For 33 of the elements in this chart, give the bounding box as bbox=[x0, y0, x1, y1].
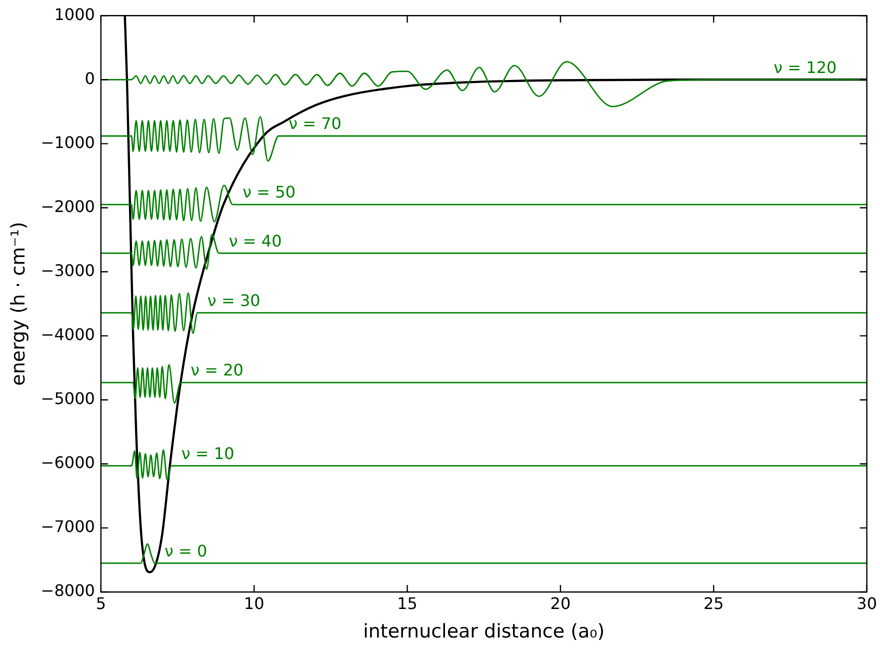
line-series bbox=[100, 116, 867, 162]
x-tick-label: 30 bbox=[856, 594, 877, 613]
x-tick-label: 10 bbox=[244, 594, 264, 613]
y-tick-label: −6000 bbox=[40, 453, 95, 472]
line-series bbox=[100, 449, 867, 481]
y-tick-label: −8000 bbox=[40, 581, 95, 600]
series-label: ν = 120 bbox=[774, 58, 837, 77]
x-axis-title: internuclear distance (a₀) bbox=[363, 620, 605, 643]
y-axis-title: energy (h · cm⁻¹) bbox=[7, 222, 30, 386]
x-tick-label: 25 bbox=[703, 594, 724, 613]
y-tick-label: −2000 bbox=[40, 196, 95, 216]
y-tick-label: 0 bbox=[84, 68, 95, 88]
y-tick-label: −7000 bbox=[40, 517, 95, 536]
line-series bbox=[100, 292, 867, 334]
series-label: ν = 40 bbox=[228, 231, 282, 250]
line-series bbox=[100, 234, 867, 270]
line-series bbox=[100, 364, 867, 404]
y-tick-label: −5000 bbox=[40, 389, 95, 408]
series-label: ν = 20 bbox=[190, 360, 244, 380]
series-label: ν = 0 bbox=[164, 541, 208, 560]
y-tick-label: −3000 bbox=[40, 260, 95, 280]
y-tick-label: −1000 bbox=[40, 132, 95, 152]
series-label: ν = 30 bbox=[207, 290, 260, 310]
line-series bbox=[100, 61, 867, 108]
x-tick-label: 15 bbox=[397, 594, 418, 613]
x-tick-label: 20 bbox=[550, 594, 571, 613]
series-label: ν = 70 bbox=[288, 114, 342, 134]
y-tick-label: 1000 bbox=[54, 4, 95, 24]
series-label: ν = 10 bbox=[181, 444, 234, 463]
line-series bbox=[100, 184, 867, 223]
series-label: ν = 50 bbox=[242, 182, 296, 202]
y-tick-label: −4000 bbox=[40, 324, 95, 344]
x-tick-label: 5 bbox=[96, 594, 106, 613]
